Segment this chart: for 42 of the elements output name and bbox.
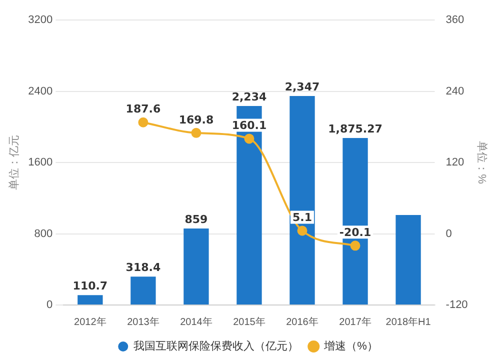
x-tick-label: 2015年 — [233, 316, 266, 328]
data-label: 187.6 — [126, 102, 161, 116]
data-label: 318.4 — [126, 261, 161, 274]
data-label: 5.1 — [292, 211, 312, 224]
y-axis-title: 单位：亿元 — [8, 135, 21, 190]
point — [297, 226, 308, 236]
data-label: 160.1 — [232, 119, 267, 132]
y2-tick-label: 360 — [446, 14, 464, 26]
bar — [184, 228, 209, 304]
bar — [130, 276, 156, 304]
legend-label: 我国互联网保险保费收入（亿元） — [134, 340, 299, 353]
x-tick-label: 2013年 — [127, 316, 160, 328]
bar — [78, 295, 103, 304]
y2-tick-label: 0 — [446, 228, 452, 240]
y-tick-label: 800 — [34, 228, 53, 240]
bar — [290, 96, 315, 304]
y2-tick-label: 240 — [446, 85, 464, 98]
x-tick-label: 2012年 — [74, 316, 106, 328]
y2-tick-label: -120 — [446, 299, 468, 312]
point — [138, 117, 148, 128]
data-label: -20.1 — [339, 226, 372, 240]
bar — [396, 215, 421, 304]
y2-tick-label: 120 — [446, 156, 464, 169]
y2-axis-title: 单位：% — [475, 141, 488, 184]
data-label: 110.7 — [72, 280, 108, 292]
data-label: 859 — [184, 212, 208, 226]
y-tick-label: 0 — [46, 299, 53, 312]
legend-label: 增速（%） — [323, 340, 378, 353]
x-tick-label: 2017年 — [339, 316, 372, 328]
data-label: 2,234 — [232, 90, 267, 104]
y-tick-label: 2400 — [28, 85, 53, 98]
x-tick-label: 2016年 — [286, 316, 318, 328]
x-tick-label: 2014年 — [180, 316, 212, 328]
point — [244, 134, 254, 144]
data-label: 1,875.27 — [328, 122, 382, 136]
data-label: 169.8 — [178, 113, 214, 126]
point — [191, 128, 202, 138]
point — [350, 240, 360, 251]
y-tick-label: 1600 — [28, 156, 53, 169]
x-tick-label: 2018年H1 — [386, 316, 432, 328]
y-tick-label: 3200 — [28, 14, 53, 26]
data-label: 2,347 — [284, 80, 320, 94]
